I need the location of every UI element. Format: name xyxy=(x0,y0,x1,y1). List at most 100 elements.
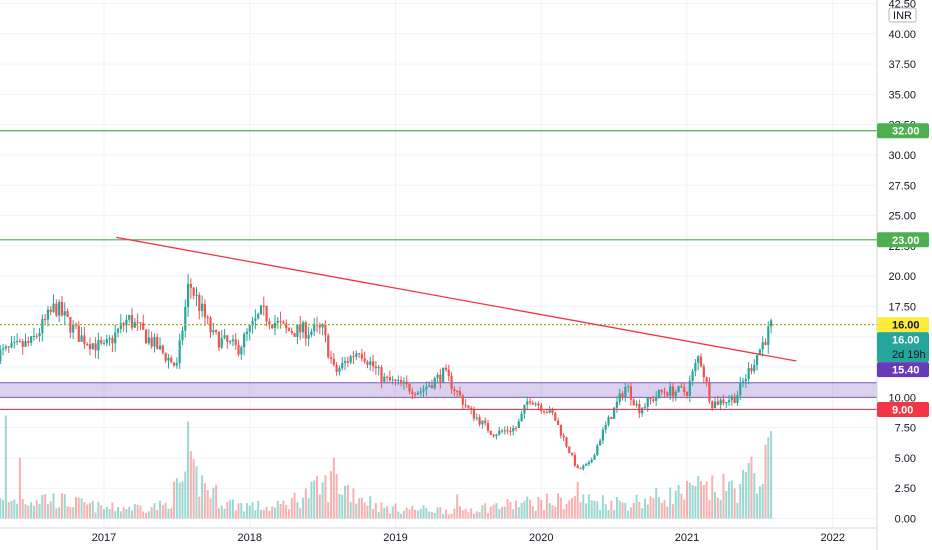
candle-body xyxy=(444,367,448,370)
volume-bar xyxy=(52,493,55,519)
candle-body xyxy=(380,367,383,382)
candle-body xyxy=(753,364,756,372)
volume-bar xyxy=(363,502,366,519)
volume-bar xyxy=(245,503,248,519)
candle-body xyxy=(77,325,80,342)
candle-body xyxy=(456,390,459,392)
candle-body xyxy=(383,376,386,382)
candle-body xyxy=(750,368,753,372)
volume-bar xyxy=(192,458,195,519)
candle-body xyxy=(41,318,44,334)
candle-body xyxy=(83,335,86,345)
volume-bar xyxy=(293,492,296,519)
candle-body xyxy=(559,424,562,436)
volume-bar xyxy=(304,488,307,519)
volume-bar xyxy=(69,507,72,519)
candle-body xyxy=(688,380,691,397)
candle-body xyxy=(161,345,164,353)
volume-bar xyxy=(97,501,100,519)
candle-body xyxy=(259,305,263,315)
candle-body xyxy=(338,368,341,372)
x-tick-label: 2018 xyxy=(238,532,262,544)
volume-bar xyxy=(240,502,243,519)
candle-body xyxy=(453,388,456,391)
volume-bar xyxy=(430,512,433,519)
volume-bar xyxy=(94,512,97,519)
volume-bar xyxy=(290,498,293,519)
volume-bar xyxy=(571,497,574,519)
candle-body xyxy=(727,400,731,403)
candle-body xyxy=(562,435,565,438)
volume-bar xyxy=(167,508,170,519)
volume-bar xyxy=(316,475,319,519)
trendline-layer xyxy=(116,236,797,362)
volume-bar xyxy=(579,501,582,519)
candle-body xyxy=(573,454,576,466)
candle-body xyxy=(764,342,767,345)
volume-bar xyxy=(313,480,316,519)
volume-bar xyxy=(638,501,641,519)
candle-body xyxy=(666,392,669,396)
volume-bar xyxy=(629,507,632,519)
candle-body xyxy=(394,379,397,381)
volume-bar xyxy=(209,498,212,519)
y-tick-label: 27.50 xyxy=(888,180,916,192)
volume-bar xyxy=(86,504,89,519)
volume-bar xyxy=(565,503,568,519)
volume-bar xyxy=(131,510,134,519)
candle-body xyxy=(660,389,663,392)
candle-body xyxy=(374,366,377,369)
volume-bar xyxy=(725,491,728,519)
candle-body xyxy=(439,374,442,383)
candle-body xyxy=(411,391,414,395)
volume-bar xyxy=(531,506,534,519)
candle-body xyxy=(192,287,195,296)
volume-bar xyxy=(111,502,114,519)
candle-body xyxy=(35,335,38,337)
volume-bar xyxy=(568,500,571,519)
volume-bar xyxy=(464,508,467,519)
candle-body xyxy=(327,335,330,358)
volume-bar xyxy=(175,478,178,519)
volume-bar xyxy=(178,482,181,519)
volume-bar xyxy=(173,481,176,519)
candle-body xyxy=(268,321,271,325)
candle-body xyxy=(357,353,361,355)
volume-bar xyxy=(669,487,672,519)
candle-body xyxy=(646,397,649,407)
volume-bar xyxy=(722,473,725,519)
volume-bar xyxy=(136,504,139,519)
volume-bar xyxy=(386,506,389,519)
candle-body xyxy=(590,459,593,463)
candle-body xyxy=(470,407,473,410)
volume-bar xyxy=(341,494,344,519)
candle-body xyxy=(635,403,638,406)
candle-body xyxy=(593,455,596,460)
volume-bar xyxy=(203,483,206,519)
candle-body xyxy=(254,318,257,321)
x-tick-label: 2022 xyxy=(821,532,845,544)
candle-body xyxy=(587,462,590,465)
candle-body xyxy=(610,417,613,419)
candle-body xyxy=(741,381,745,383)
volume-bar xyxy=(750,456,753,519)
candle-body xyxy=(114,332,117,344)
candle-body xyxy=(736,395,739,403)
candle-body xyxy=(296,324,299,338)
candle-body xyxy=(94,343,97,351)
candle-body xyxy=(615,401,619,408)
candle-body xyxy=(97,340,100,351)
volume-bar xyxy=(739,483,742,519)
candle-body xyxy=(186,283,190,308)
candle-body xyxy=(542,410,546,413)
candle-body xyxy=(425,386,428,390)
candle-body xyxy=(251,320,254,326)
candle-body xyxy=(422,389,425,392)
candle-body xyxy=(32,335,36,337)
candle-body xyxy=(624,386,627,398)
volume-bar xyxy=(506,499,509,519)
volume-bar xyxy=(30,502,33,519)
volume-bar xyxy=(613,510,616,519)
volume-bar xyxy=(344,485,347,519)
